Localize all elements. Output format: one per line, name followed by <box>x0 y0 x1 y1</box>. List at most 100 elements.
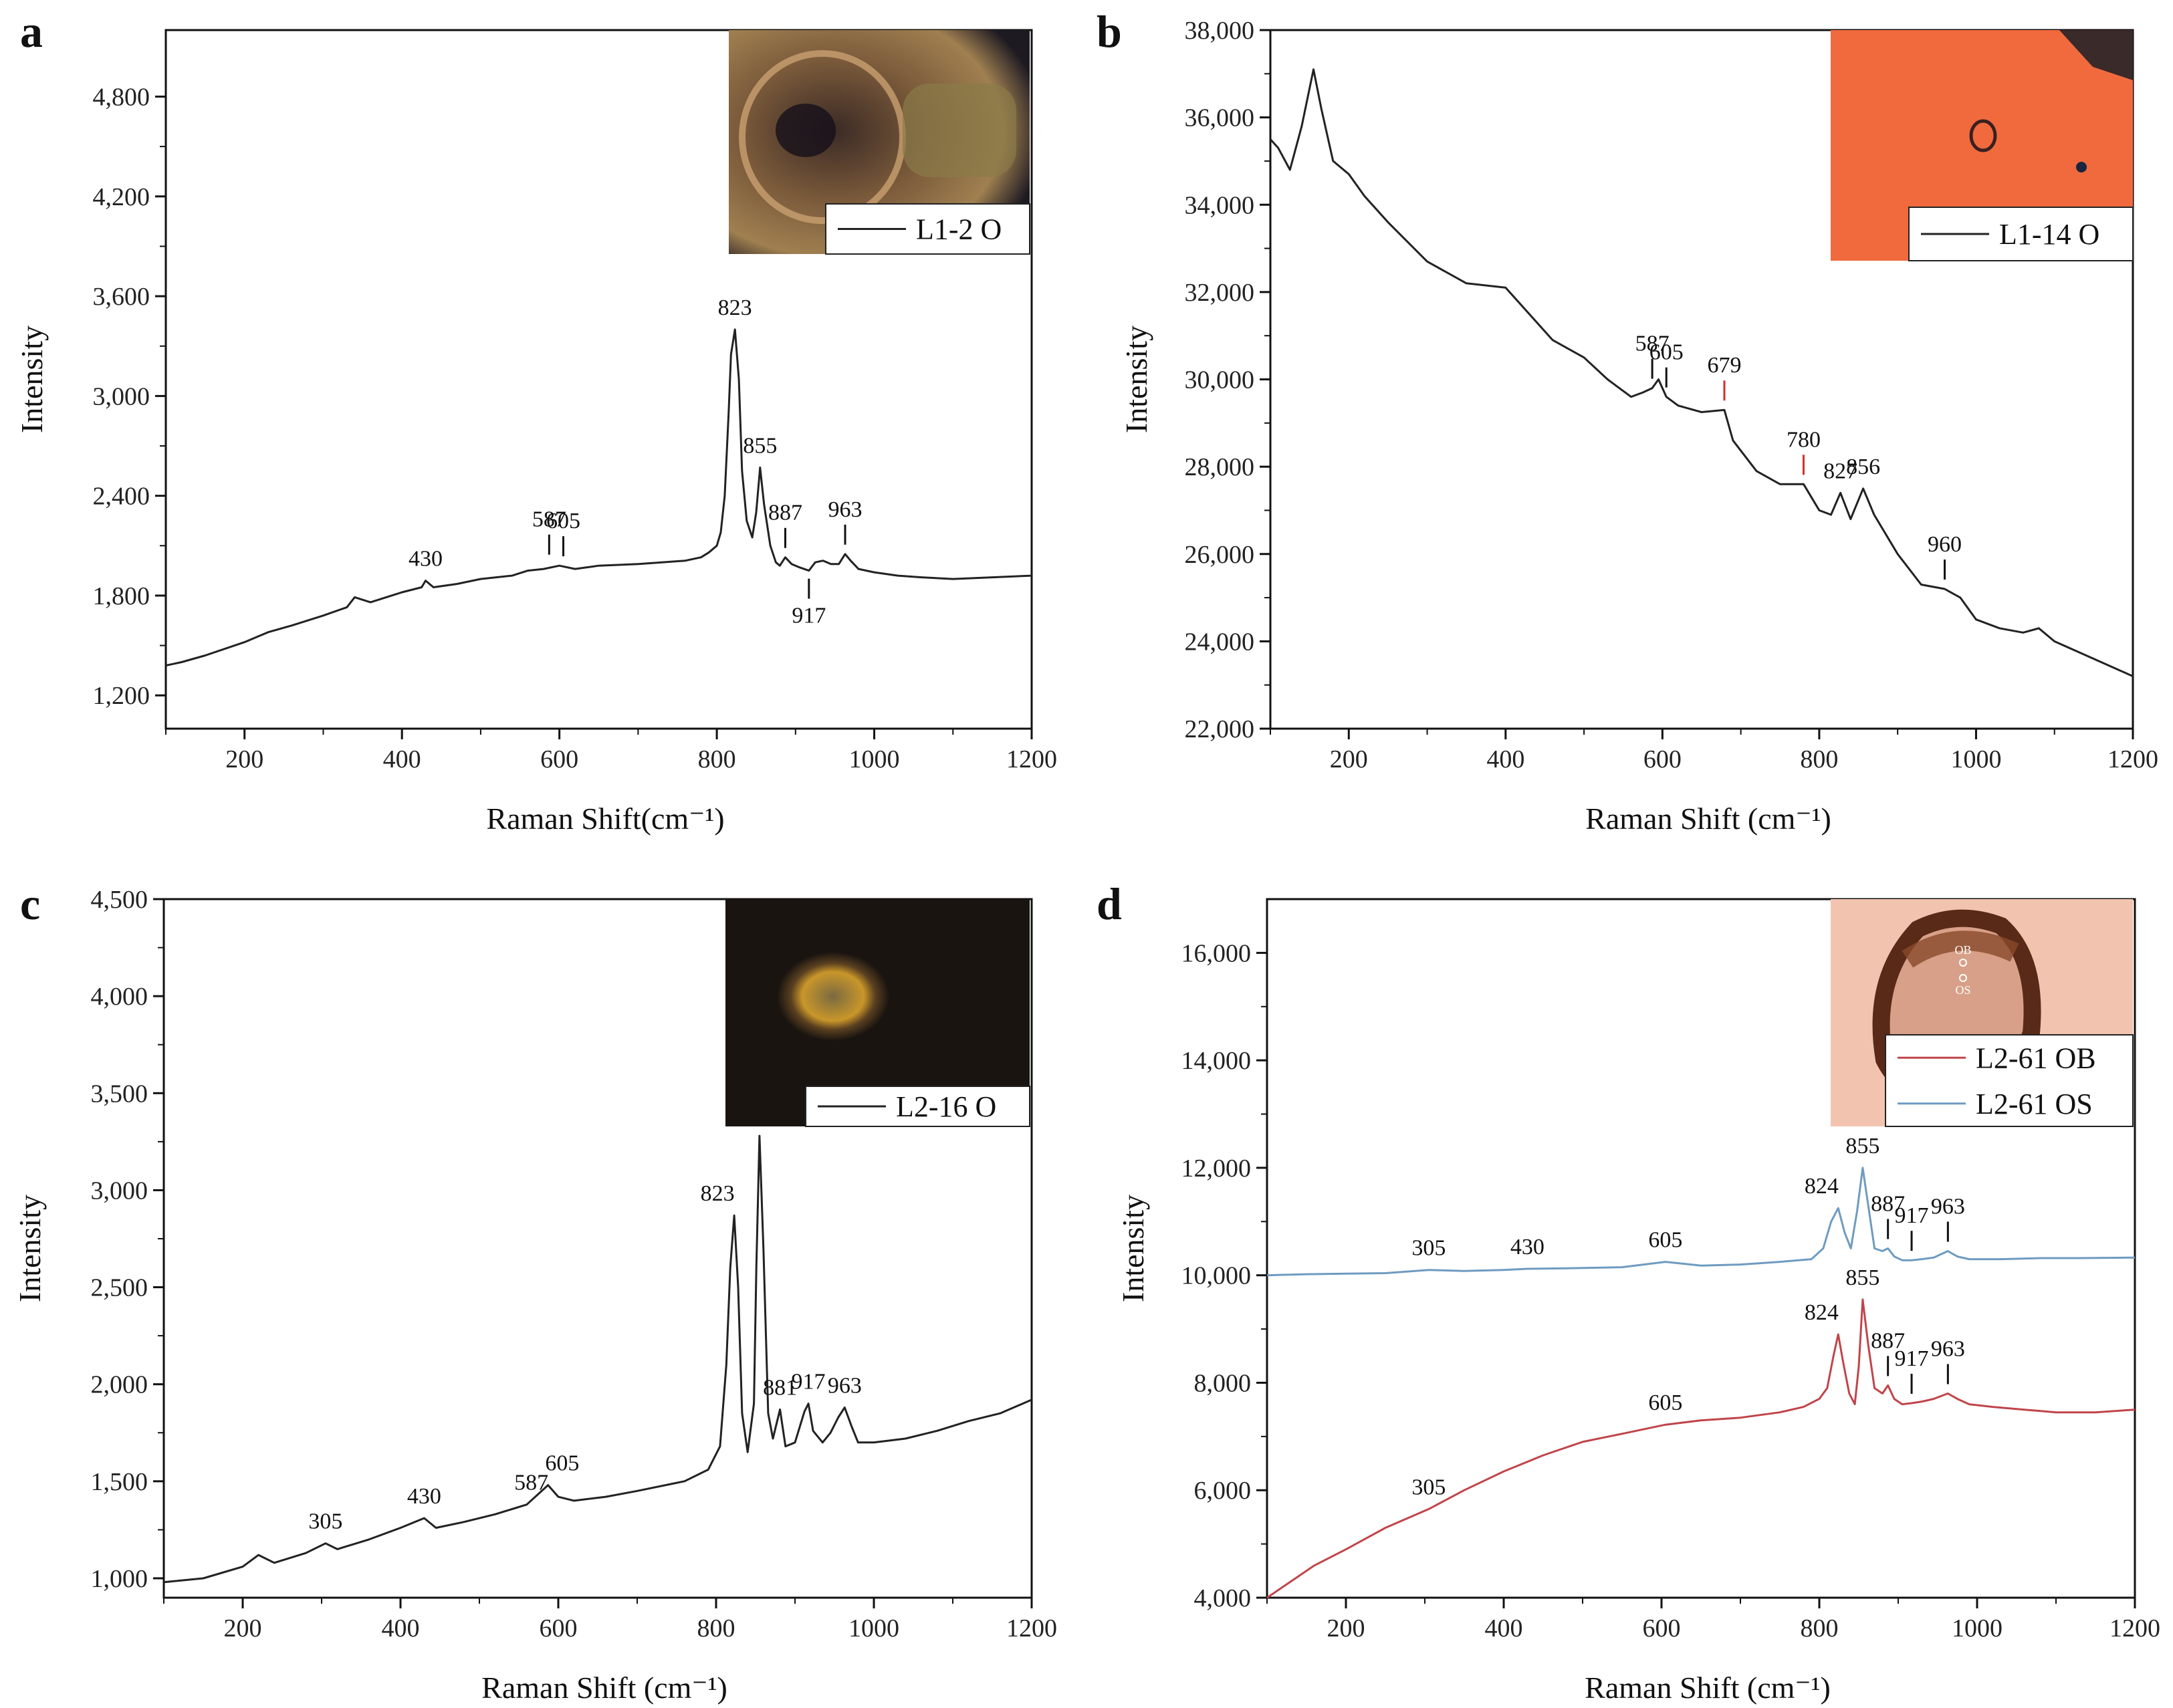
peak-label: 960 <box>1928 532 1962 557</box>
peak-label: 917 <box>1895 1346 1929 1371</box>
peak-label: 963 <box>1931 1195 1965 1219</box>
y-axis-title: Intensity <box>15 326 49 433</box>
y-tick-label: 28,000 <box>1185 453 1255 481</box>
x-tick-label: 600 <box>1643 745 1682 773</box>
photo-spot-label: OB <box>1954 943 1971 957</box>
peak-label: 881 <box>763 1375 797 1400</box>
x-tick-label: 1000 <box>848 1614 899 1642</box>
x-tick-label: 600 <box>540 1614 578 1642</box>
peak-label: 963 <box>828 1374 862 1398</box>
photo-rim-d <box>1902 931 2019 968</box>
x-tick-label: 400 <box>382 1614 420 1642</box>
chart-panel-b: b 200 400 600 800 1000 1200 22,000 24,000 26,000 2… <box>1097 6 2158 836</box>
y-tick-label: 8,000 <box>1194 1369 1252 1397</box>
legend-label: L2-61 OS <box>1976 1088 2093 1120</box>
peak-label: 823 <box>718 295 752 320</box>
legend-box <box>1908 207 2134 261</box>
x-tick-label: 600 <box>540 745 578 773</box>
peak-label: 963 <box>1931 1337 1965 1362</box>
peak-label: 605 <box>545 1451 579 1476</box>
plot-frame <box>162 898 1033 1599</box>
peak-label: 605 <box>1648 1228 1682 1253</box>
peak-label: 305 <box>1411 1475 1446 1499</box>
peak-label: 780 <box>1787 427 1821 452</box>
photo-inclusion-c <box>769 939 929 1066</box>
legend-label: L2-16 O <box>896 1090 996 1123</box>
series-line-1 <box>165 328 1032 666</box>
peak-label: 827 <box>1823 459 1857 483</box>
peak-label: 305 <box>1411 1236 1446 1261</box>
x-tick-label: 600 <box>1643 1614 1681 1642</box>
peak-label: 917 <box>792 604 826 628</box>
peak-label: 605 <box>1648 1390 1682 1415</box>
x-tick-label: 400 <box>1486 745 1524 773</box>
x-tick-label: 1200 <box>2107 745 2158 773</box>
y-tick-label: 3,600 <box>93 283 150 311</box>
legend-label: L2-61 OB <box>1976 1042 2096 1074</box>
y-tick-label: 2,000 <box>91 1371 148 1399</box>
y-tick-label: 34,000 <box>1185 191 1255 219</box>
peak-label: 824 <box>1805 1300 1839 1325</box>
x-tick-label: 1200 <box>1006 745 1057 773</box>
photo-spot-ob <box>1959 959 1967 967</box>
legend-label: L1-2 O <box>916 213 1002 246</box>
peak-label: 305 <box>308 1509 342 1534</box>
peak-label: 605 <box>1649 340 1684 365</box>
y-tick-label: 22,000 <box>1185 715 1255 743</box>
x-tick-label: 200 <box>224 1614 262 1642</box>
y-tick-label: 32,000 <box>1185 279 1255 307</box>
x-tick-label: 800 <box>1800 745 1838 773</box>
x-tick-label: 800 <box>698 745 736 773</box>
legend-box <box>805 1086 1030 1127</box>
x-tick-label: 1000 <box>849 745 900 773</box>
peak-label: 605 <box>546 509 580 533</box>
panel-letter: b <box>1097 6 1122 57</box>
photo-crystal-a <box>903 84 1016 177</box>
y-tick-label: 3,500 <box>91 1080 148 1108</box>
y-tick-label: 1,800 <box>93 582 150 610</box>
y-tick-label: 2,400 <box>93 483 150 511</box>
peak-label: 963 <box>828 497 862 522</box>
photo-spot-label: OS <box>1955 983 1970 997</box>
legend-label: L1-14 O <box>1999 218 2099 251</box>
series-line-2 <box>1266 1167 2136 1277</box>
peak-label: 856 <box>1846 455 1880 479</box>
photo-bubble-b <box>1969 119 1997 152</box>
series-line-1 <box>163 1134 1032 1584</box>
panel-letter: d <box>1097 878 1122 929</box>
series-line-1 <box>1269 68 2134 677</box>
peak-label: 430 <box>1510 1235 1545 1259</box>
y-tick-label: 16,000 <box>1181 939 1252 967</box>
peak-label: 855 <box>743 433 777 458</box>
y-tick-label: 24,000 <box>1185 628 1255 656</box>
x-tick-label: 1200 <box>1006 1614 1057 1642</box>
y-tick-label: 1,200 <box>93 682 150 710</box>
peak-label: 855 <box>1845 1265 1879 1290</box>
panel-letter: c <box>20 878 40 929</box>
photo-dot-b <box>2076 162 2087 172</box>
x-tick-label: 1000 <box>1950 745 2001 773</box>
y-tick-label: 2,500 <box>91 1274 148 1302</box>
y-tick-label: 14,000 <box>1181 1047 1252 1075</box>
y-tick-label: 36,000 <box>1185 104 1255 132</box>
peak-label: 887 <box>1871 1328 1905 1353</box>
y-tick-label: 12,000 <box>1181 1154 1252 1183</box>
y-tick-label: 4,500 <box>91 886 148 914</box>
peak-label: 824 <box>1805 1174 1839 1199</box>
series-line-1 <box>1266 1298 2136 1599</box>
peak-label: 587 <box>514 1471 548 1495</box>
y-tick-label: 4,200 <box>93 183 150 211</box>
peak-label: 855 <box>1845 1134 1879 1158</box>
x-axis-title: Raman Shift (cm⁻¹) <box>1585 1671 1831 1705</box>
y-tick-label: 4,000 <box>1194 1584 1252 1612</box>
chart-panel-c: c 200 400 600 800 1000 1200 1,000 1,500 2,000 2,50… <box>13 878 1057 1705</box>
y-axis-title: Intensity <box>1116 1195 1150 1302</box>
y-tick-label: 4,000 <box>91 983 148 1011</box>
peak-label: 679 <box>1708 353 1742 378</box>
x-tick-label: 200 <box>1330 745 1368 773</box>
y-axis-title: Intensity <box>1119 326 1153 433</box>
peak-label: 587 <box>532 507 566 532</box>
photo-core-a <box>776 104 836 157</box>
x-axis-title: Raman Shift (cm⁻¹) <box>481 1671 727 1705</box>
